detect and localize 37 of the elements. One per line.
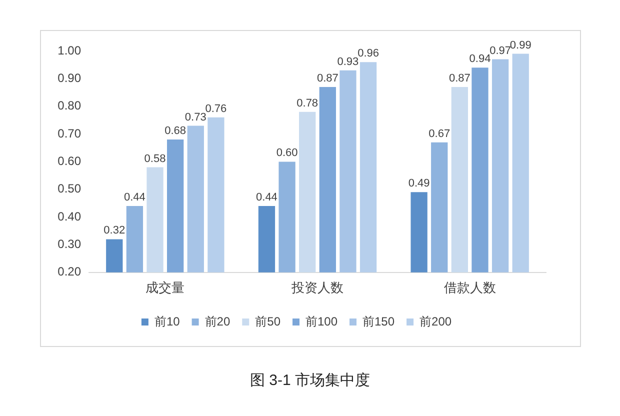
data-label: 0.73 <box>184 111 206 124</box>
data-label: 0.99 <box>510 39 532 52</box>
x-tick-label: 成交量 <box>146 280 185 295</box>
data-label: 0.49 <box>408 178 430 190</box>
y-tick-label: 0.40 <box>58 209 82 224</box>
data-label: 0.97 <box>490 44 512 57</box>
data-label: 0.58 <box>144 152 166 165</box>
y-tick-label: 0.80 <box>58 98 82 113</box>
data-label: 0.44 <box>256 192 278 204</box>
data-label: 0.44 <box>124 192 146 204</box>
y-tick-label: 0.20 <box>58 264 82 279</box>
legend-label: 前10 <box>154 314 180 328</box>
data-label: 0.87 <box>316 72 338 85</box>
legend-label: 前20 <box>204 314 230 328</box>
data-label: 0.93 <box>337 56 359 68</box>
data-label: 0.68 <box>164 125 186 138</box>
data-label: 0.32 <box>104 224 126 237</box>
data-label: 0.60 <box>276 147 298 160</box>
y-tick-label: 0.90 <box>58 70 82 85</box>
data-label: 0.94 <box>469 53 491 66</box>
caption: 图 3-1 市场集中度 <box>250 371 370 390</box>
y-tick-label: 0.50 <box>58 182 82 196</box>
y-tick-label: 0.70 <box>58 126 82 140</box>
legend-label: 前150 <box>362 314 395 328</box>
y-tick-label: 0.60 <box>58 154 82 168</box>
y-tick-label: 0.30 <box>58 237 82 252</box>
x-tick-label: 投资人数 <box>290 280 344 295</box>
legend-label: 前50 <box>255 314 281 328</box>
data-label: 0.78 <box>296 97 318 110</box>
data-label: 0.96 <box>358 48 379 60</box>
y-tick-label: 1.00 <box>58 43 82 58</box>
data-label: 0.67 <box>428 128 450 140</box>
data-label: 0.76 <box>205 102 227 115</box>
x-tick-label: 借款人数 <box>444 280 496 295</box>
data-label: 0.87 <box>448 72 470 85</box>
legend-label: 前200 <box>420 314 452 328</box>
legend-label: 前100 <box>305 314 338 328</box>
